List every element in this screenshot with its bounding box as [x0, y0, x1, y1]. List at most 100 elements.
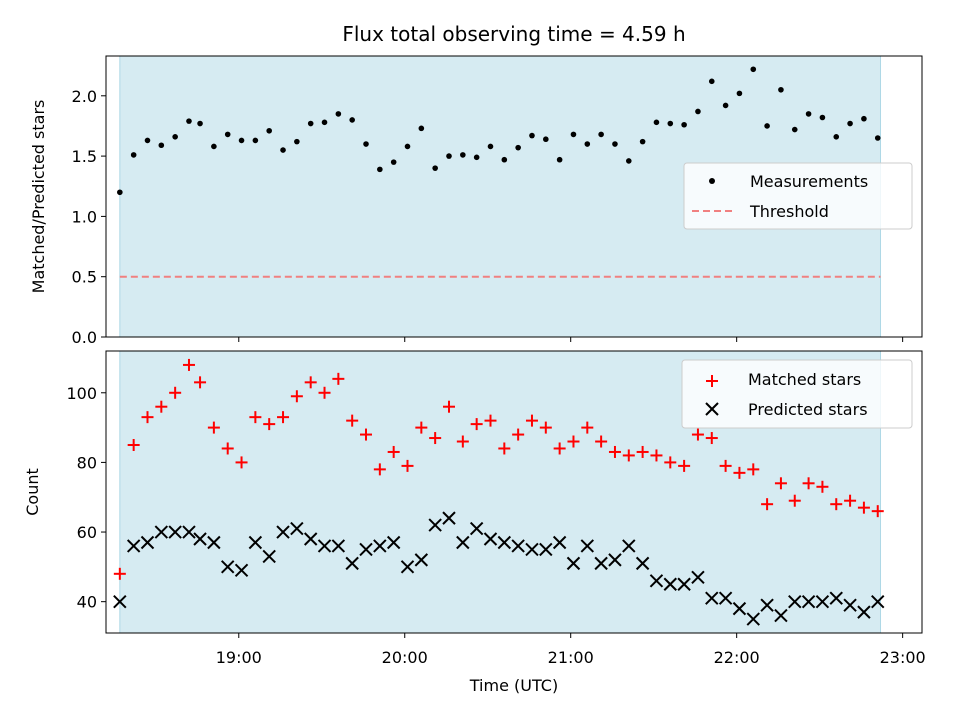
measurement-point	[874, 135, 881, 141]
predicted-star-point	[317, 539, 332, 553]
predicted-star-point	[815, 594, 830, 609]
ratio-panel-frame	[105, 55, 923, 338]
measurement-point	[736, 90, 743, 97]
counts-y-tick-label: 100	[66, 384, 97, 403]
measurement-point	[349, 117, 355, 123]
matched-star-point	[249, 411, 262, 424]
predicted-star-point	[456, 535, 470, 550]
ratio-y-axis-label: Matched/Predicted stars	[29, 100, 48, 294]
matched-star-point	[415, 421, 428, 434]
predicted-star-point	[857, 605, 871, 619]
predicted-star-point	[622, 539, 636, 553]
predicted-star-point	[303, 532, 318, 546]
predicted-star-point	[345, 556, 359, 571]
counts-x-ticks: 19:00 20:00 21:00 22:00 23:00	[216, 633, 926, 667]
matched-star-point	[155, 400, 168, 413]
predicted-star-point	[511, 539, 525, 553]
predicted-star-point	[566, 556, 581, 571]
x-tick-label: 20:00	[382, 648, 428, 667]
measurement-point	[144, 137, 151, 144]
matched-star-point	[788, 494, 801, 507]
matched-star-point	[221, 442, 234, 455]
counts-panel-frame	[105, 350, 923, 634]
measurement-point	[819, 114, 826, 121]
predicted-star-point	[788, 594, 802, 609]
matched-star-point	[346, 414, 359, 427]
matched-star-point	[373, 463, 386, 476]
x-axis-label: Time (UTC)	[469, 676, 558, 695]
measurement-point	[501, 156, 508, 163]
predicted-star-point	[113, 594, 127, 609]
counts-y-tick-label: 60	[77, 523, 97, 542]
measurement-point	[404, 143, 411, 150]
measurement-point	[764, 123, 770, 129]
matched-star-point	[387, 445, 400, 458]
measurement-point	[390, 159, 397, 165]
measurement-point	[584, 141, 591, 147]
x-tick-label: 19:00	[216, 648, 262, 667]
counts-y-axis-label: Count	[23, 468, 42, 516]
predicted-star-point	[234, 563, 249, 578]
predicted-star-point	[221, 560, 235, 574]
matched-star-point	[608, 445, 621, 458]
matched-star-point	[761, 498, 774, 511]
counts-panel: 40 60 80 100 19:00 20:00 21:00 22:00 23:00 Coun…	[23, 350, 926, 695]
measurement-point	[570, 131, 577, 138]
ratio-legend-box	[683, 162, 913, 230]
measurement-point	[432, 165, 438, 171]
matched-star-point	[553, 442, 566, 455]
measurement-point	[556, 156, 563, 163]
matched-star-point	[484, 414, 497, 427]
predicted-star-point	[801, 594, 816, 609]
matched-star-point	[318, 386, 331, 399]
matched-star-point	[235, 456, 248, 469]
matched-star-point	[664, 456, 677, 469]
x-tick-label: 22:00	[714, 648, 760, 667]
matched-star-point	[194, 376, 207, 389]
predicted-star-point	[248, 535, 263, 550]
ratio-y-tick-label: 0.0	[72, 328, 97, 347]
measurement-point	[598, 131, 604, 138]
predicted-star-point	[126, 539, 141, 553]
matched-star-point	[816, 480, 829, 493]
predicted-star-point	[400, 560, 415, 574]
predicted-star-point	[386, 535, 401, 550]
matched-star-point	[290, 390, 303, 403]
predicted-star-point	[732, 601, 747, 616]
predicted-star-point	[871, 594, 885, 609]
measurement-point	[805, 111, 812, 117]
chart-title: Flux total observing time = 4.59 h	[342, 22, 685, 46]
measurement-point	[252, 137, 259, 144]
predicted-star-point	[359, 542, 373, 557]
matched-star-point	[830, 498, 843, 511]
matched-star-point	[705, 432, 718, 445]
matched-star-point	[733, 466, 746, 479]
predicted-star-point	[774, 608, 788, 623]
measurement-point	[172, 134, 178, 140]
predicted-star-point	[594, 556, 608, 571]
predicted-star-point	[469, 521, 484, 536]
measurement-point	[487, 143, 494, 150]
measurement-point	[612, 141, 618, 147]
ratio-panel: 0.0 0.5 1.0 1.5 2.0 Flux total observing tim…	[29, 22, 923, 347]
predicted-star-point	[760, 598, 774, 612]
predicted-star-point	[663, 577, 677, 591]
measurement-point	[625, 158, 632, 164]
measurement-point	[377, 166, 383, 173]
measurement-point	[266, 127, 273, 134]
measurement-point	[861, 115, 867, 122]
matched-star-point	[470, 418, 483, 431]
matched-star-point	[774, 477, 787, 490]
ratio-y-tick-label: 1.5	[72, 147, 97, 166]
measurement-point	[418, 125, 425, 132]
predicted-star-point	[331, 539, 346, 553]
matched-star-point	[442, 400, 455, 413]
predicted-star-point	[539, 542, 553, 557]
measurement-point	[639, 138, 646, 145]
predicted-star-point	[525, 542, 539, 557]
ratio-y-tick-label: 2.0	[72, 87, 97, 106]
matched-star-point	[802, 477, 815, 490]
matched-stars-legend-marker	[706, 375, 718, 387]
predicted-star-point	[677, 577, 691, 591]
